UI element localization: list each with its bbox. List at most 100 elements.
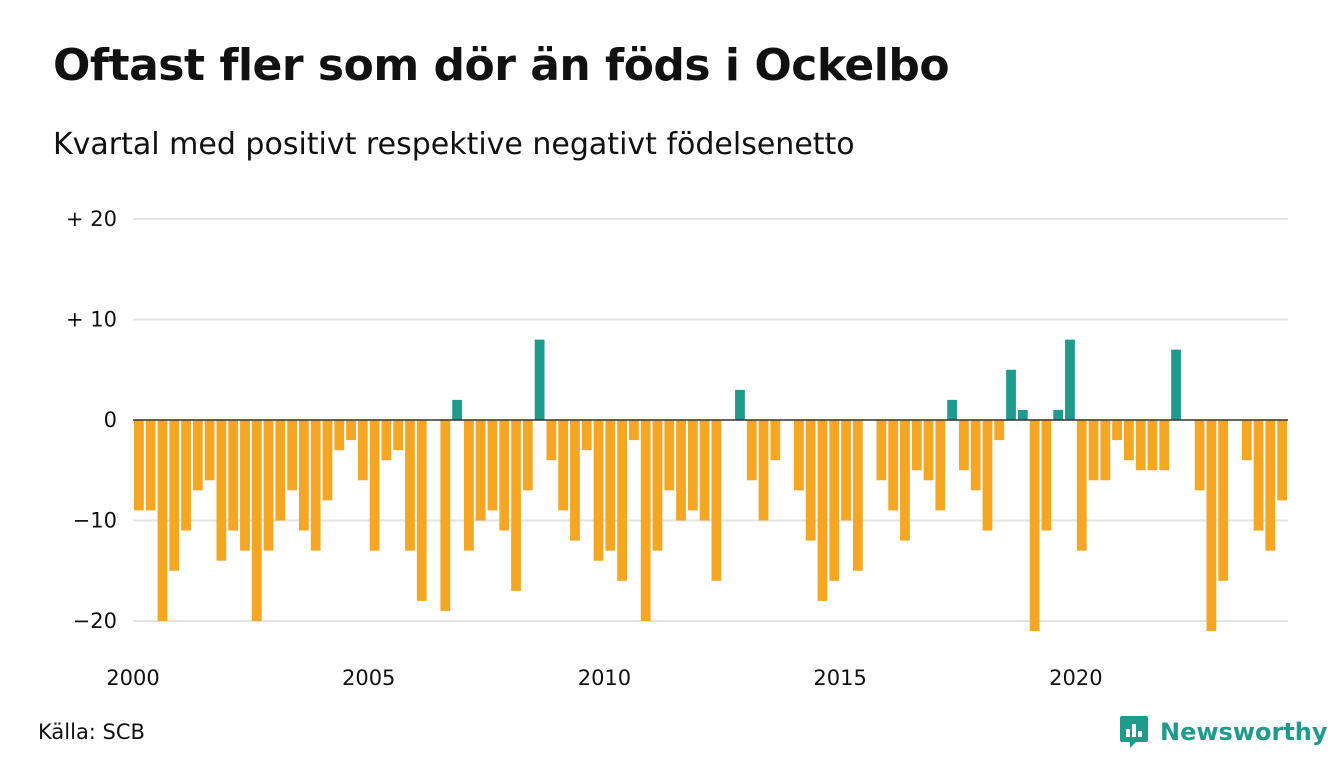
y-tick-label: + 20	[66, 207, 117, 231]
gridlines	[133, 218, 1288, 622]
bar-negative	[511, 420, 521, 591]
bar-negative	[145, 420, 156, 511]
bar-positive	[534, 339, 545, 420]
bar-negative	[1265, 420, 1276, 551]
bar-negative	[381, 420, 392, 461]
bar-negative	[687, 420, 698, 511]
bar-negative	[216, 420, 227, 561]
y-tick-label: −20	[73, 609, 117, 633]
bar-negative	[581, 420, 592, 451]
bar-negative	[322, 420, 333, 501]
bar-negative	[464, 420, 474, 551]
bar-negative	[310, 420, 321, 551]
x-tick-label: 2005	[342, 666, 395, 690]
bar-negative	[405, 420, 415, 551]
bar-negative	[829, 420, 840, 581]
bar-positive	[1017, 409, 1028, 420]
bar-negative	[169, 420, 180, 571]
bar-negative	[593, 420, 604, 561]
bar-negative	[204, 420, 215, 481]
bar-negative	[251, 420, 262, 621]
bar-negative	[711, 420, 722, 581]
bar-negative	[617, 420, 627, 581]
bar-negative	[970, 420, 981, 491]
bar-negative	[640, 420, 651, 621]
y-tick-label: −10	[73, 509, 117, 533]
bars	[134, 339, 1287, 632]
bar-negative	[181, 420, 191, 531]
bar-positive	[452, 399, 462, 420]
bar-negative	[499, 420, 510, 531]
bar-negative	[334, 420, 345, 451]
chart-title: Oftast fler som dör än föds i Ockelbo	[53, 40, 950, 91]
bar-negative	[487, 420, 498, 511]
newsworthy-brand[interactable]: Newsworthy	[1118, 712, 1328, 752]
source-note: Källa: SCB	[38, 720, 145, 744]
bar-negative	[192, 420, 203, 491]
x-tick-label: 2020	[1049, 666, 1102, 690]
bar-negative	[923, 420, 934, 481]
bar-negative	[1135, 420, 1146, 471]
bar-negative	[558, 420, 569, 511]
bar-negative	[416, 420, 427, 601]
bar-negative	[900, 420, 910, 541]
bar-positive	[735, 389, 745, 420]
bar-negative	[841, 420, 851, 521]
bar-negative	[758, 420, 769, 521]
bar-negative	[982, 420, 993, 531]
bar-negative	[134, 420, 144, 511]
bar-negative	[157, 420, 168, 621]
bar-negative	[287, 420, 297, 491]
bar-negative	[393, 420, 404, 451]
bar-negative	[676, 420, 686, 521]
bar-negative	[1277, 420, 1287, 501]
bar-negative	[240, 420, 250, 551]
bar-negative	[664, 420, 675, 491]
bar-negative	[1159, 420, 1170, 471]
bar-negative	[959, 420, 969, 471]
y-tick-label: 0	[104, 408, 117, 432]
bar-negative	[228, 420, 239, 531]
newsworthy-logo-icon	[1120, 716, 1148, 748]
bar-negative	[570, 420, 580, 541]
x-axis: 2000 2005 2010 2015 2020	[106, 666, 1102, 690]
x-tick-label: 2010	[578, 666, 631, 690]
x-tick-label: 2000	[106, 666, 159, 690]
bar-positive	[1006, 369, 1016, 420]
y-tick-label: + 10	[66, 308, 117, 332]
bar-negative	[475, 420, 486, 521]
bar-negative	[794, 420, 804, 491]
x-tick-label: 2015	[813, 666, 866, 690]
bar-negative	[1206, 420, 1217, 632]
bar-negative	[346, 420, 356, 441]
bar-negative	[1218, 420, 1229, 581]
bar-negative	[817, 420, 828, 601]
bar-negative	[888, 420, 899, 511]
bar-negative	[652, 420, 663, 551]
bar-negative	[546, 420, 557, 461]
bar-negative	[770, 420, 781, 461]
y-axis: + 20 + 10 0 −10 −20	[66, 207, 117, 633]
bar-negative	[699, 420, 710, 521]
bar-negative	[1241, 420, 1252, 461]
bar-negative	[1124, 420, 1134, 461]
bar-negative	[746, 420, 757, 481]
bar-negative	[629, 420, 639, 441]
bar-negative	[605, 420, 616, 551]
bar-negative	[1112, 420, 1122, 441]
bar-positive	[947, 399, 957, 420]
newsworthy-brand-name: Newsworthy	[1160, 718, 1328, 746]
bar-negative	[369, 420, 380, 551]
bar-negative	[440, 420, 451, 611]
bar-negative	[911, 420, 922, 471]
bar-negative	[1147, 420, 1158, 471]
bar-negative	[1194, 420, 1205, 491]
bar-positive	[1171, 349, 1181, 420]
bar-negative	[1253, 420, 1264, 531]
bar-negative	[876, 420, 887, 481]
bar-negative	[1100, 420, 1111, 481]
bar-negative	[522, 420, 533, 491]
bar-negative	[1076, 420, 1087, 551]
bar-negative	[357, 420, 368, 481]
bar-negative	[1088, 420, 1099, 481]
